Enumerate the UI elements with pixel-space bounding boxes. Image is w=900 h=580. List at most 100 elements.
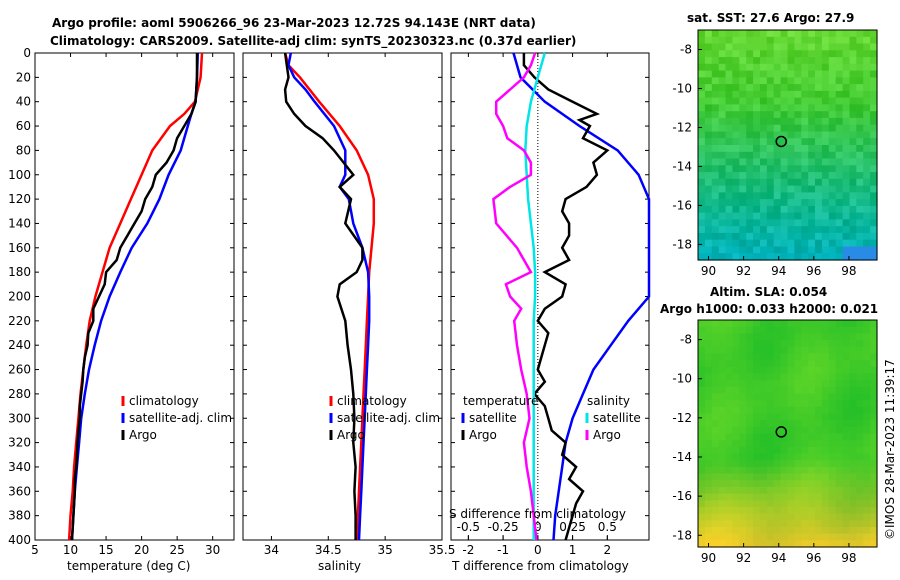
map-cell <box>725 111 733 119</box>
map-cell <box>739 151 747 160</box>
map-cell <box>732 527 740 535</box>
map-cell <box>753 30 761 38</box>
map-cell <box>739 346 747 354</box>
map-cell <box>794 192 802 200</box>
ytick-label: 100 <box>8 168 31 182</box>
map-cell <box>849 453 857 461</box>
map-cell <box>863 426 871 435</box>
map-cell <box>842 326 851 334</box>
map-cell <box>856 440 864 448</box>
map-cell <box>711 97 720 105</box>
map-cell <box>718 226 727 234</box>
map-cell <box>753 232 761 241</box>
map-cell <box>704 426 713 435</box>
map-cell <box>808 326 816 334</box>
map-cell <box>815 84 823 92</box>
map-cell <box>870 373 878 381</box>
map-cell <box>732 453 740 461</box>
map-cell <box>794 466 802 475</box>
map-cell <box>835 90 844 99</box>
map-cell <box>849 36 857 45</box>
map-cell <box>863 326 871 334</box>
map-cell <box>849 533 857 541</box>
map-cell <box>849 30 857 38</box>
map-cell <box>835 506 844 515</box>
map-cell <box>711 440 720 448</box>
map-cell <box>815 111 823 119</box>
map-cell <box>739 57 747 65</box>
map-cell <box>760 493 768 501</box>
map-cell <box>849 446 857 455</box>
map-cell <box>753 178 761 187</box>
map-cell <box>856 380 864 388</box>
map-cell <box>711 145 720 153</box>
map-cell <box>753 172 761 180</box>
map-cell <box>704 386 713 395</box>
map-cell <box>718 117 727 126</box>
map-cell <box>746 77 754 85</box>
map-cell <box>739 192 747 200</box>
map-cell <box>711 219 720 227</box>
map-cell <box>870 480 878 488</box>
map-cell <box>704 185 713 193</box>
map-cell <box>718 473 727 481</box>
map-cell <box>787 111 795 119</box>
map-cell <box>842 151 851 160</box>
map-cell <box>725 533 733 541</box>
map-xtick-label: 92 <box>736 264 751 278</box>
map-cell <box>808 346 816 354</box>
map-cell <box>787 219 795 227</box>
map-cell <box>711 360 720 368</box>
map-cell <box>698 253 706 261</box>
map-cell <box>808 30 816 38</box>
map-cell <box>849 506 857 515</box>
map-cell <box>718 380 727 388</box>
map-cell <box>753 500 761 508</box>
map-frame-sla <box>697 319 878 548</box>
panel-frame-temperature <box>34 52 235 541</box>
map-cell <box>828 84 837 92</box>
map-cell <box>753 486 761 495</box>
panel-difference: -2 -1 0 1 2-0.5 -0.25 0 0.25 0.5temperaturesatel… <box>450 52 651 557</box>
map-cell <box>773 158 782 166</box>
map-cell <box>842 63 851 72</box>
map-cell <box>787 77 795 85</box>
map-cell <box>725 380 733 388</box>
map-cell <box>849 97 857 105</box>
map-cell <box>780 380 789 388</box>
map-cell <box>821 520 830 528</box>
map-cell <box>870 97 878 105</box>
map-cell <box>739 513 747 521</box>
map-cell <box>856 373 864 381</box>
sla-map-title-1: Altim. SLA: 0.054 <box>710 285 827 299</box>
map-cell <box>753 326 761 334</box>
map-ytick-label: -8 <box>680 42 692 56</box>
map-cell <box>801 353 809 361</box>
map-cell <box>863 373 871 381</box>
map-cell <box>856 36 864 45</box>
map-cell <box>828 124 837 133</box>
map-cell <box>856 57 864 65</box>
map-cell <box>698 480 706 488</box>
map-cell <box>794 346 802 354</box>
map-cell <box>704 158 713 166</box>
map-cell <box>849 513 857 521</box>
map-cell <box>704 527 713 535</box>
map-cell <box>739 77 747 85</box>
map-cell <box>773 246 782 254</box>
map-cell <box>760 460 768 468</box>
map-cell <box>718 165 727 173</box>
map-cell <box>856 165 864 173</box>
map-cell <box>863 205 871 214</box>
map-cell <box>725 353 733 361</box>
map-cell <box>863 333 871 341</box>
map-cell <box>808 43 816 51</box>
map-cell <box>760 145 768 153</box>
map-cell <box>856 151 864 160</box>
map-cell <box>870 36 878 45</box>
map-cell <box>835 346 844 354</box>
map-cell <box>842 426 851 435</box>
map-cell <box>760 527 768 535</box>
map-cell <box>821 533 830 541</box>
map-cell <box>732 232 740 241</box>
